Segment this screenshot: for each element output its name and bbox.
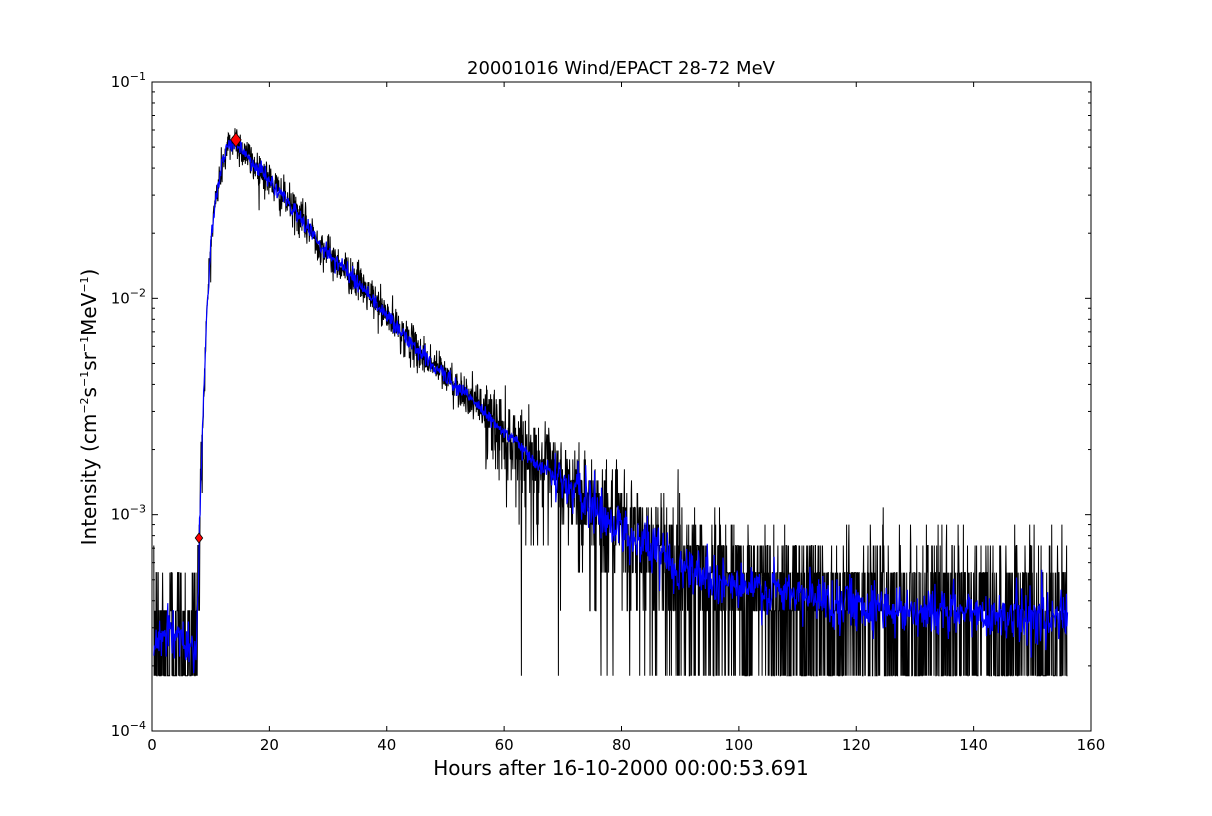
y-label-sup-1: −2 — [78, 397, 91, 413]
y-label-suffix: ) — [77, 269, 101, 277]
x-tick-label: 40 — [377, 736, 396, 754]
y-tick-label: 10−2 — [111, 286, 146, 307]
series-group — [153, 128, 1069, 677]
y-tick-label: 10−4 — [111, 719, 146, 740]
series-smoothed-line — [153, 133, 1069, 674]
y-axis-label: Intensity (cm−2s−1sr−1MeV−1) — [77, 269, 101, 546]
y-label-sup-3: −1 — [78, 336, 91, 352]
x-tick-label: 80 — [612, 736, 631, 754]
y-label-sr: sr — [77, 351, 101, 370]
x-tick-label: 60 — [495, 736, 514, 754]
x-tick-label: 120 — [842, 736, 871, 754]
x-tick-label: 20 — [260, 736, 279, 754]
axis-ticks: 0 20 40 60 80 100 120 140 160 10−4 10−3 10−2 10−1 — [111, 70, 1106, 754]
marker-diamond-2 — [230, 132, 242, 148]
y-tick-label: 10−3 — [111, 503, 146, 524]
y-label-s: s — [77, 387, 101, 397]
x-axis-label: Hours after 16-10-2000 00:00:53.691 — [433, 756, 809, 780]
y-label-sup-2: −1 — [78, 371, 91, 387]
plot-frame — [151, 81, 1092, 732]
x-tick-label: 160 — [1077, 736, 1106, 754]
chart-title: 20001016 Wind/EPACT 28-72 MeV — [467, 58, 776, 79]
plot-area — [153, 128, 1069, 677]
marker-diamond-1 — [194, 532, 204, 544]
y-label-mev: MeV — [77, 292, 101, 336]
y-label-sup-4: −1 — [78, 276, 91, 292]
y-tick-label: 10−1 — [111, 70, 146, 91]
x-tick-label: 0 — [147, 736, 157, 754]
x-tick-label: 140 — [959, 736, 988, 754]
y-label-prefix: Intensity (cm — [77, 414, 101, 546]
x-tick-label: 100 — [725, 736, 754, 754]
